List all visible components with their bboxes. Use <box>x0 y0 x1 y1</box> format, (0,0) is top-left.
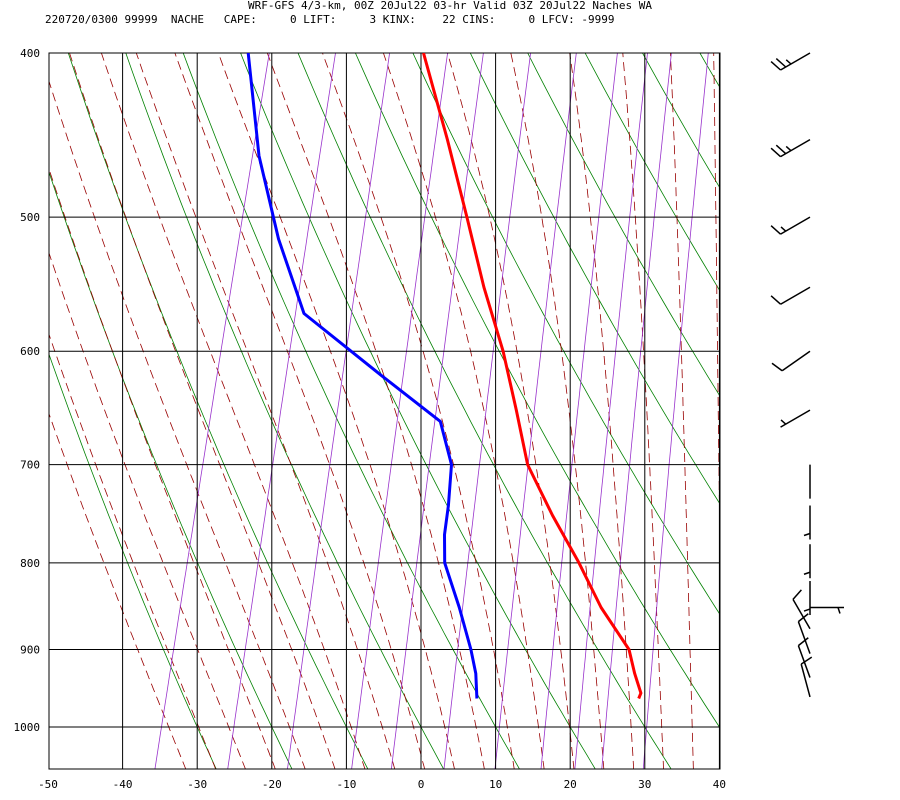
moist-adiabat-line <box>100 53 366 769</box>
temperature-tick-labels: -50 -40 -30 -20 -10 0 10 20 30 40 <box>38 778 726 791</box>
dry-adiabat-line <box>744 0 900 770</box>
plot-frame <box>48 52 721 770</box>
temperature-tick-label: -40 <box>113 778 133 791</box>
moist-adiabat-line <box>69 53 336 769</box>
pressure-tick-label: 1000 <box>14 721 41 734</box>
wind-barb <box>803 544 811 579</box>
temperature-tick-label: 0 <box>418 778 425 791</box>
pressure-tick-labels: 400 500 600 700 800 900 1000 <box>14 47 41 734</box>
moist-adiabat-line <box>49 412 187 769</box>
mixing-ratio-line <box>391 53 484 769</box>
moist-adiabat-line <box>135 53 396 769</box>
dry-adiabat-line <box>691 0 900 770</box>
moist-adiabat-line <box>382 53 545 769</box>
mixing-ratio-line <box>601 53 672 769</box>
moist-adiabat-line <box>569 53 635 769</box>
pressure-tick-label: 700 <box>20 459 40 472</box>
mixing-ratio-lines <box>154 53 709 769</box>
wind-barb <box>770 216 811 235</box>
moist-adiabat-line <box>49 333 217 769</box>
pressure-tick-label: 900 <box>20 643 40 656</box>
dry-adiabat-line <box>125 53 445 769</box>
dry-adiabat-line <box>354 53 720 729</box>
moist-adiabat-line <box>49 80 306 769</box>
temperature-tick-label: 30 <box>638 778 651 791</box>
mixing-ratio-line <box>540 53 618 769</box>
dry-adiabat-line <box>642 53 720 189</box>
isotherms <box>122 53 720 769</box>
wind-barb <box>810 606 844 614</box>
wind-barb <box>770 286 811 305</box>
pressure-tick-label: 600 <box>20 345 40 358</box>
mixing-ratio-line <box>642 53 709 769</box>
wind-barb <box>770 52 811 71</box>
temperature-tick-label: 20 <box>564 778 577 791</box>
wind-barb <box>792 589 811 630</box>
wind-barb <box>797 637 811 678</box>
wind-barb <box>803 581 811 616</box>
mixing-ratio-line <box>227 53 336 769</box>
moist-adiabat-line <box>49 251 246 769</box>
dry-adiabat-line <box>182 53 520 769</box>
mixing-ratio-line <box>574 53 648 769</box>
wind-barbs <box>770 52 844 698</box>
dry-adiabat-line <box>797 0 900 770</box>
mixing-ratio-line <box>351 53 449 769</box>
temperature-tick-label: 10 <box>489 778 502 791</box>
moist-adiabat-line <box>713 53 720 577</box>
dry-adiabat-line <box>527 53 720 398</box>
dry-adiabats <box>49 0 900 770</box>
temperature-tick-label: -20 <box>262 778 282 791</box>
moist-adiabats <box>49 53 720 769</box>
dry-adiabat-line <box>584 53 720 292</box>
dewpoint-trace <box>246 53 479 699</box>
temperature-trace <box>422 53 643 700</box>
dry-adiabat-line <box>49 353 217 769</box>
dry-adiabat-line <box>67 53 369 769</box>
moist-adiabat-line <box>217 53 455 769</box>
moist-adiabat-line <box>266 53 485 769</box>
dry-adiabat-line <box>699 53 720 89</box>
mixing-ratio-line <box>154 53 270 769</box>
wind-barb <box>771 350 811 372</box>
pressure-tick-label: 800 <box>20 557 40 570</box>
dry-adiabat-line <box>240 53 596 769</box>
dry-adiabat-line <box>297 53 672 769</box>
temperature-tick-label: -50 <box>38 778 58 791</box>
pressure-tick-label: 500 <box>20 211 40 224</box>
dry-adiabat-line <box>49 170 293 769</box>
isobars <box>49 52 720 728</box>
moist-adiabat-line <box>669 53 694 769</box>
temperature-tick-label: 40 <box>713 778 726 791</box>
pressure-tick-label: 400 <box>20 47 40 60</box>
dry-adiabat-line <box>850 0 900 770</box>
dry-adiabat-line <box>412 53 720 616</box>
temperature-tick-label: -10 <box>336 778 356 791</box>
dry-adiabat-line <box>469 53 720 505</box>
moist-adiabat-line <box>622 53 664 769</box>
wind-barb <box>780 409 811 428</box>
wind-barb <box>770 138 811 158</box>
moist-adiabat-line <box>510 53 605 769</box>
mixing-ratio-line <box>443 53 532 769</box>
mixing-ratio-line <box>287 53 391 769</box>
moist-adiabat-line <box>49 167 276 769</box>
moist-adiabat-line <box>322 53 515 769</box>
temperature-tick-label: -30 <box>187 778 207 791</box>
moist-adiabat-line <box>447 53 575 769</box>
sounding-indices: 220720/0300 99999 NACHE CAPE: 0 LIFT: 3 … <box>45 13 615 26</box>
sounding-traces <box>246 53 643 700</box>
wind-barb <box>803 505 811 540</box>
moist-adiabat-line <box>174 53 426 769</box>
wind-barb <box>800 656 813 698</box>
chart-title: WRF-GFS 4/3-km, 00Z 20Jul22 03-hr Valid … <box>248 0 652 12</box>
